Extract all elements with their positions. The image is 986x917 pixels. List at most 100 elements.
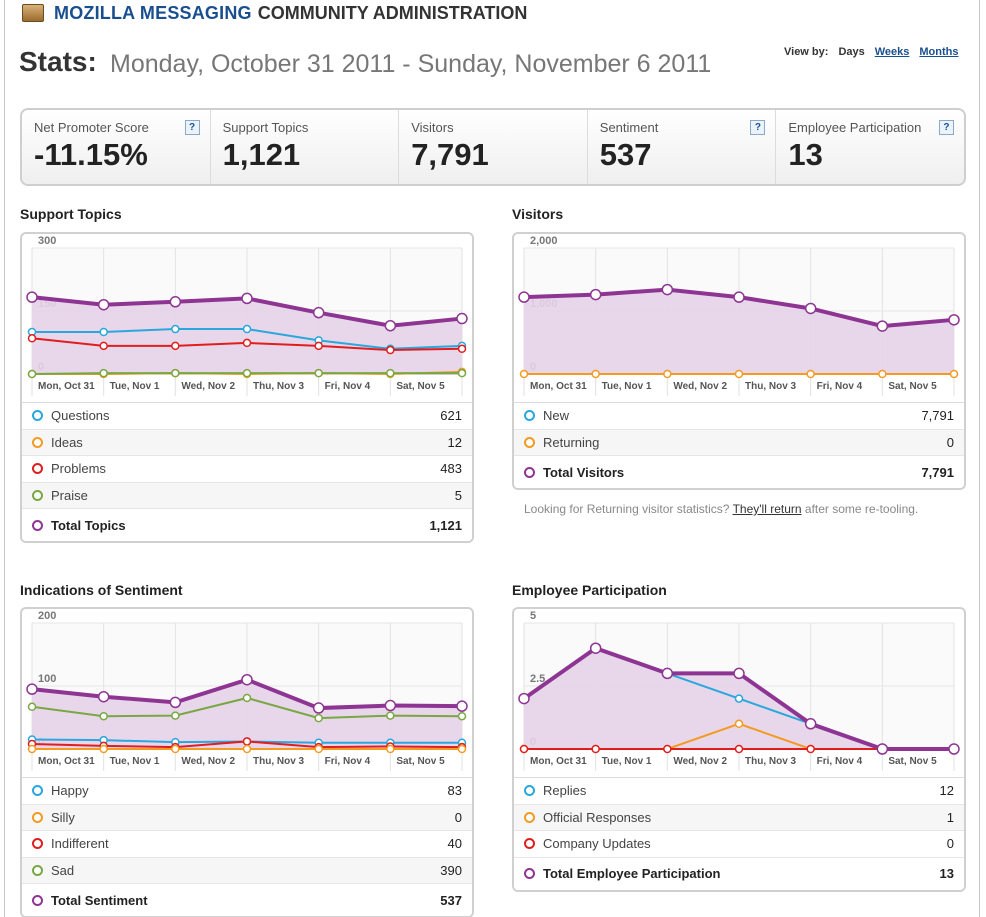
y-tick-label: 100 <box>38 673 56 685</box>
data-point <box>661 283 674 296</box>
legend-label: Happy <box>51 783 89 799</box>
logo-icon <box>22 4 44 22</box>
series-dot-icon <box>32 463 43 475</box>
data-point <box>734 719 744 729</box>
legend-row: New 7,791 <box>514 403 964 430</box>
series-dot-icon <box>32 864 43 876</box>
help-icon[interactable]: ? <box>938 120 954 135</box>
legend-row: Indifferent 40 <box>22 831 472 858</box>
data-point <box>457 744 467 754</box>
legend-table: Happy 83 Silly 0 Indifferent 40 Sad 390 Total Se… <box>22 777 472 916</box>
x-tick-label: Mon, Oct 31 <box>530 381 587 392</box>
data-point <box>99 327 108 337</box>
kpi-value: 7,791 <box>411 137 489 172</box>
data-point <box>171 368 180 378</box>
data-point <box>804 718 817 730</box>
view-days[interactable]: Days <box>838 46 865 58</box>
legend-row: Returning 0 <box>514 429 964 456</box>
legend-total-row: Total Visitors 7,791 <box>514 456 964 488</box>
legend-value: 7,791 <box>921 408 954 424</box>
x-tick-label: Thu, Nov 3 <box>253 756 305 767</box>
data-point <box>242 693 252 703</box>
legend-row: Official Responses 1 <box>514 804 964 831</box>
legend-value: 537 <box>440 892 462 908</box>
view-by: View by: Days Weeks Months <box>784 46 959 58</box>
series-dot-icon <box>524 410 535 422</box>
legend-value: 0 <box>946 836 954 852</box>
legend-label: Official Responses <box>543 809 652 825</box>
date-range: Monday, October 31 2011 - Sunday, Novemb… <box>110 50 712 78</box>
legend-label: Sad <box>51 862 75 878</box>
legend-label: Questions <box>51 408 110 424</box>
legend-table: New 7,791 Returning 0 Total Visitors 7,791 <box>514 402 964 488</box>
page-frame <box>4 0 980 917</box>
series-dot-icon <box>524 785 535 797</box>
y-tick-label: 2,000 <box>530 235 558 247</box>
data-point <box>734 744 744 754</box>
data-point <box>171 711 180 720</box>
brand-name: MOZILLA MESSAGING <box>54 2 252 23</box>
data-point <box>663 369 672 379</box>
series-dot-icon <box>524 811 535 823</box>
legend-value: 0 <box>946 434 954 450</box>
kpi-label: Net Promoter Score <box>34 120 149 135</box>
series-dot-icon <box>32 785 43 797</box>
legend-row: Problems 483 <box>22 456 472 483</box>
data-point <box>314 713 323 723</box>
note-suffix: after some re-tooling. <box>804 502 919 516</box>
view-weeks-link[interactable]: Weeks <box>874 46 910 58</box>
legend-value: 40 <box>447 836 462 852</box>
total-area <box>32 679 462 749</box>
legend-value: 1 <box>946 809 954 825</box>
data-point <box>386 368 395 378</box>
series-dot-icon <box>32 410 43 422</box>
data-point <box>312 702 325 714</box>
legend-row: Company Updates 0 <box>514 831 964 858</box>
series-dot-icon <box>524 466 535 478</box>
series-dot-icon <box>524 436 535 448</box>
data-point <box>734 369 744 379</box>
data-point <box>591 744 600 754</box>
kpi-label: Employee Participation <box>788 120 922 135</box>
kpi-visitors: Visitors 7,791 <box>399 110 588 184</box>
data-point <box>804 302 817 315</box>
kpi-employee-participation: Employee Participation 13 ? <box>776 110 964 184</box>
returning-note: Looking for Returning visitor statistics… <box>524 502 918 516</box>
legend-value: 1,121 <box>429 517 462 533</box>
data-point <box>169 296 182 308</box>
total-area <box>32 297 462 374</box>
kpi-value: 537 <box>599 137 652 172</box>
legend-row: Ideas 12 <box>22 429 472 456</box>
view-months-link[interactable]: Months <box>919 46 959 58</box>
kpi-value: -11.15% <box>34 137 148 172</box>
section-title-sentiment: Indications of Sentiment <box>20 582 183 598</box>
legend-row: Sad 390 <box>22 857 472 884</box>
data-point <box>314 744 323 754</box>
kpi-value: 13 <box>788 137 823 172</box>
data-point <box>242 338 252 348</box>
data-point <box>878 369 887 379</box>
legend-label: Praise <box>51 487 88 503</box>
data-point <box>386 744 395 754</box>
kpi-net-promoter: Net Promoter Score -11.15% ? <box>22 110 211 184</box>
data-point <box>171 341 180 351</box>
section-title-employee: Employee Participation <box>512 582 667 598</box>
help-icon[interactable]: ? <box>750 120 766 135</box>
data-point <box>242 368 252 378</box>
section-title-visitors: Visitors <box>512 206 564 222</box>
legend-value: 621 <box>440 408 462 424</box>
data-point <box>519 369 529 379</box>
data-point <box>312 306 325 319</box>
y-tick-label: 5 <box>530 610 536 622</box>
help-icon[interactable]: ? <box>184 120 200 135</box>
legend-label: Total Sentiment <box>51 892 148 908</box>
note-text: Looking for Returning visitor statistics… <box>524 502 730 516</box>
series-dot-icon <box>32 519 43 531</box>
legend-label: Problems <box>51 461 106 477</box>
data-point <box>314 341 323 351</box>
data-point <box>171 744 180 754</box>
kpi-bar: Net Promoter Score -11.15% ? Support Top… <box>20 108 966 186</box>
theyll-return-link[interactable]: They'll return <box>732 502 802 516</box>
data-point <box>386 711 395 720</box>
